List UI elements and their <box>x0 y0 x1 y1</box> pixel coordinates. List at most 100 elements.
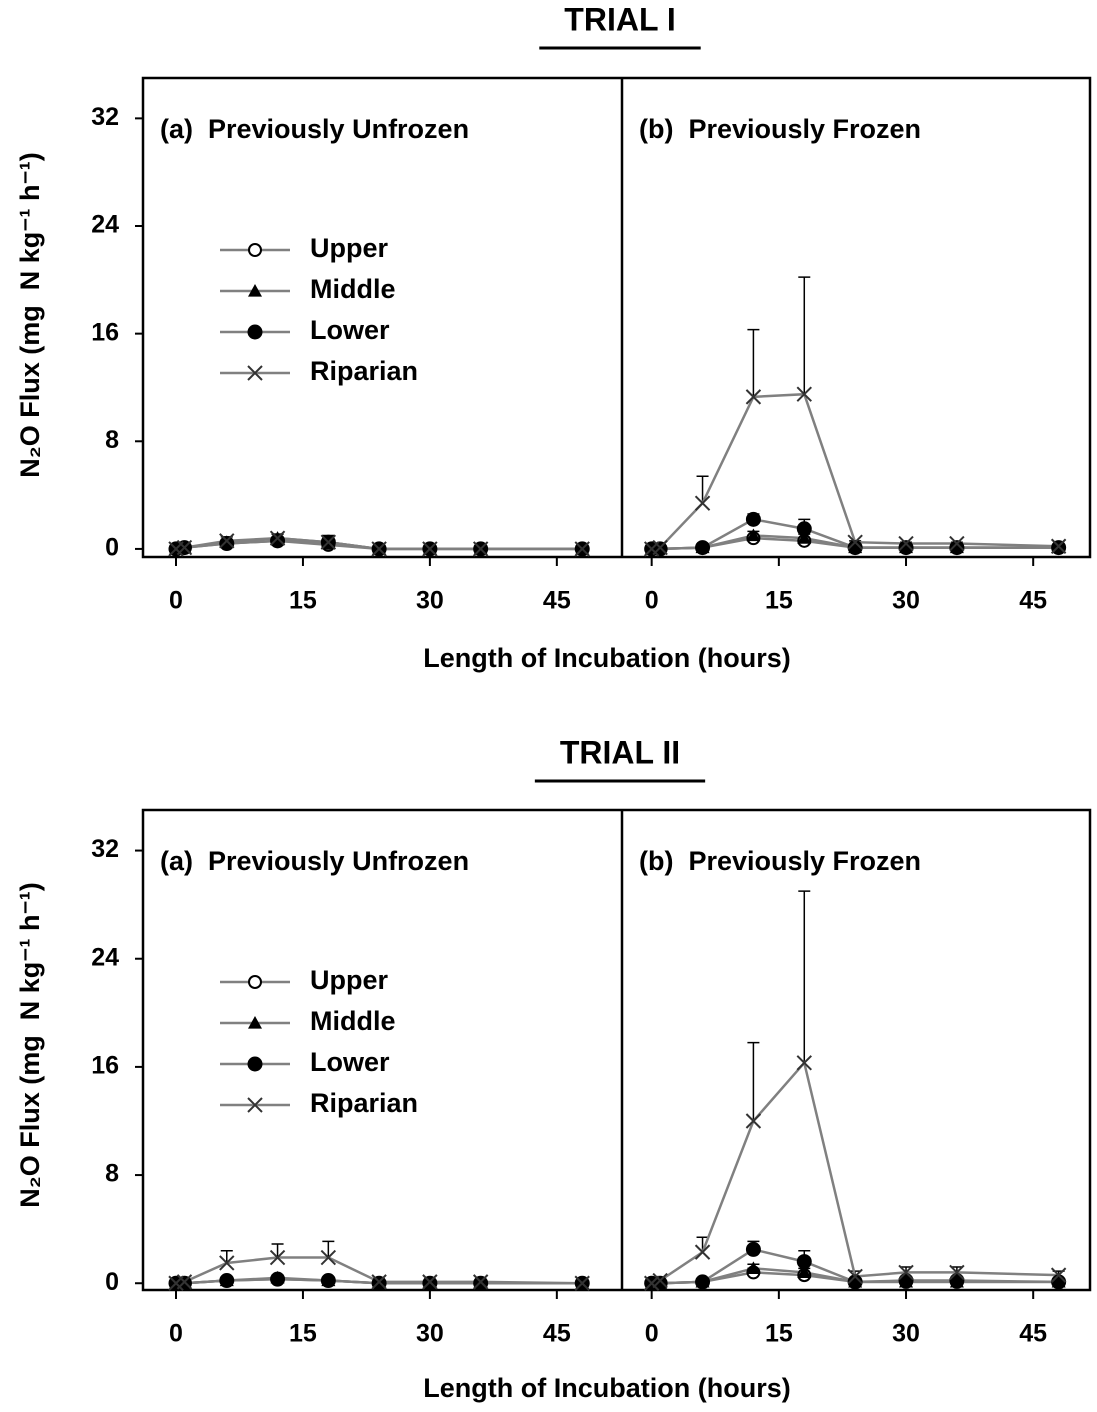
marker <box>949 540 965 556</box>
marker <box>796 521 812 537</box>
marker <box>796 1254 812 1270</box>
error-bar <box>696 475 709 504</box>
marker <box>745 511 761 527</box>
marker <box>898 1273 914 1289</box>
legend-label: Riparian <box>310 1088 418 1118</box>
legend-label: Upper <box>310 965 389 995</box>
y-tick-label: 8 <box>105 426 119 454</box>
marker <box>796 386 812 402</box>
marker <box>247 365 263 381</box>
x-tick-label: 15 <box>765 587 793 615</box>
legend-label: Riparian <box>310 356 418 386</box>
marker <box>695 540 711 556</box>
y-tick-label: 0 <box>105 1268 119 1296</box>
marker <box>652 1275 668 1291</box>
marker <box>270 1271 286 1287</box>
marker <box>694 1244 711 1260</box>
trial-chart: TRIAL II 0 8 16 24 32 N₂O Flux (mg N kg⁻¹ h⁻¹)… <box>15 734 1092 1403</box>
chart-title: TRIAL II <box>560 734 680 770</box>
trial-chart: TRIAL I 0 8 16 24 32 N₂O Flux (mg N kg⁻¹ h⁻¹) L… <box>15 1 1092 673</box>
panel-label: (a) Previously Unfrozen <box>160 114 469 144</box>
y-tick-label: 8 <box>105 1160 119 1188</box>
marker <box>247 324 263 340</box>
marker <box>176 539 193 556</box>
x-axis-label: Length of Incubation (hours) <box>423 643 790 673</box>
marker <box>248 975 262 989</box>
marker <box>746 1261 761 1274</box>
panel-label: (b) Previously Frozen <box>639 846 921 876</box>
error-bar <box>271 1243 284 1258</box>
marker <box>320 1273 336 1289</box>
x-tick-label: 30 <box>892 1320 920 1348</box>
y-axis-label: N₂O Flux (mg N kg⁻¹ h⁻¹) <box>15 882 45 1207</box>
marker <box>1050 538 1067 554</box>
marker <box>898 540 914 556</box>
x-tick-label: 45 <box>1019 1320 1047 1348</box>
marker <box>320 534 337 550</box>
marker <box>1051 1274 1067 1290</box>
chart-title: TRIAL I <box>564 1 675 37</box>
marker <box>270 533 286 549</box>
marker <box>1050 1267 1067 1283</box>
x-tick-label: 30 <box>416 1320 444 1348</box>
error-bar <box>747 328 760 397</box>
y-tick-label: 32 <box>91 835 119 863</box>
legend-label: Upper <box>310 233 389 263</box>
marker <box>847 1274 863 1290</box>
legend-label: Middle <box>310 274 396 304</box>
error-bar <box>798 890 811 1063</box>
marker <box>745 1113 762 1129</box>
x-tick-label: 45 <box>543 587 571 615</box>
marker <box>949 1273 965 1289</box>
marker <box>320 1249 337 1266</box>
legend-label: Lower <box>310 1047 390 1077</box>
panel-label: (b) Previously Frozen <box>639 114 921 144</box>
y-tick-label: 24 <box>91 943 119 971</box>
marker <box>949 535 965 552</box>
marker <box>219 1255 235 1271</box>
marker <box>472 1274 489 1290</box>
x-tick-label: 0 <box>169 587 183 615</box>
marker <box>219 533 235 549</box>
marker <box>847 1268 863 1285</box>
marker <box>695 1274 711 1290</box>
x-tick-label: 30 <box>416 587 444 615</box>
marker <box>472 541 489 557</box>
y-tick-label: 0 <box>105 534 119 562</box>
marker <box>949 1264 965 1281</box>
legend-label: Middle <box>310 1006 396 1036</box>
series-line <box>651 1060 1059 1285</box>
marker <box>745 389 762 405</box>
plot-frame <box>141 808 1092 1292</box>
marker <box>371 541 387 557</box>
marker <box>248 1016 262 1029</box>
x-tick-label: 45 <box>1019 587 1047 615</box>
error-bar <box>798 276 811 395</box>
x-tick-label: 45 <box>543 1320 571 1348</box>
y-tick-label: 32 <box>91 103 119 131</box>
marker <box>898 1264 914 1281</box>
marker <box>269 530 286 546</box>
marker <box>652 1272 668 1289</box>
error-bar <box>747 1041 760 1121</box>
marker <box>269 1249 286 1266</box>
marker <box>247 1056 263 1072</box>
legend-label: Lower <box>310 315 390 345</box>
series-line <box>651 392 1059 551</box>
marker <box>422 541 438 557</box>
marker <box>898 535 914 552</box>
x-tick-label: 0 <box>169 1320 183 1348</box>
y-axis-label: N₂O Flux (mg N kg⁻¹ h⁻¹) <box>15 152 45 477</box>
marker <box>643 1275 660 1291</box>
marker <box>574 541 590 557</box>
plot-frame <box>141 76 1092 559</box>
marker <box>797 531 812 544</box>
x-tick-label: 15 <box>289 587 317 615</box>
marker <box>248 243 262 257</box>
marker <box>219 536 235 552</box>
marker <box>746 528 761 542</box>
marker <box>219 1273 235 1289</box>
marker <box>176 1274 193 1290</box>
marker <box>745 1241 761 1257</box>
